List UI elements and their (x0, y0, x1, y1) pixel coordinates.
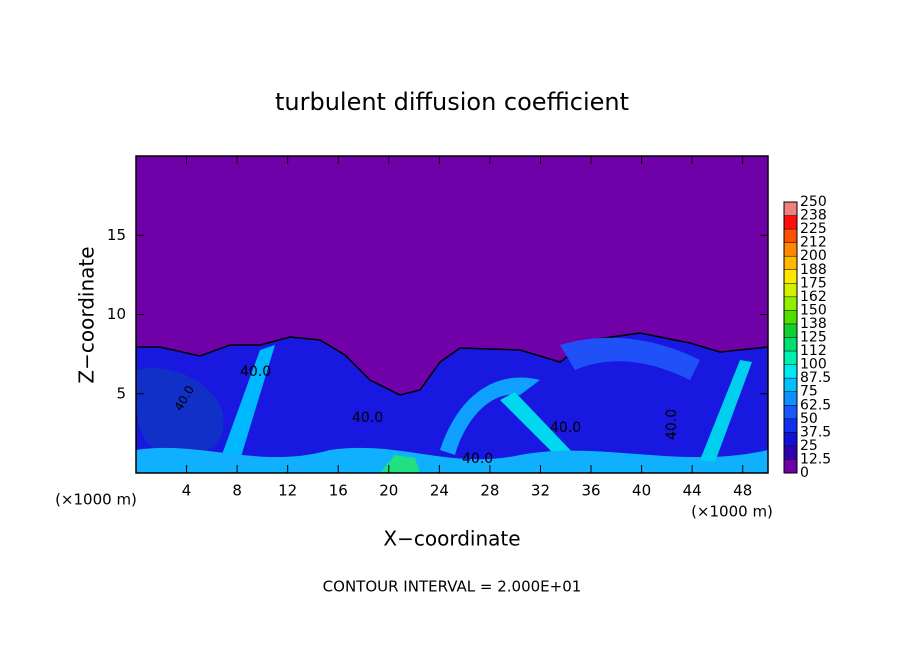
x-unit: (×1000 m) (691, 503, 773, 521)
colorbar-swatch (784, 364, 797, 379)
colorbar-swatch (784, 432, 797, 446)
x-tick-label: 40 (632, 482, 651, 500)
contour-label: 40.0 (550, 420, 581, 436)
colorbar-swatch (784, 337, 797, 352)
x-tick-label: 8 (232, 482, 242, 500)
y-tick-label: 10 (107, 305, 126, 323)
contour-label: 40.0 (462, 451, 493, 467)
field-region (136, 368, 224, 456)
x-tick-label: 44 (683, 482, 702, 500)
colorbar-swatch (784, 310, 797, 324)
contour-label: 40.0 (664, 409, 680, 440)
colorbar-label: 37.5 (800, 424, 831, 440)
colorbar-swatch (784, 378, 797, 392)
x-tick-label: 4 (182, 482, 192, 500)
colorbar-swatch (784, 269, 797, 284)
contour-label: 40.0 (352, 410, 383, 426)
x-tick-label: 24 (430, 482, 449, 500)
x-axis-label: X−coordinate (383, 527, 520, 551)
y-tick-label: 15 (107, 226, 126, 244)
x-tick-label: 20 (379, 482, 398, 500)
field-region (136, 332, 768, 473)
x-tick-label: 28 (480, 482, 499, 500)
colorbar-swatch (784, 256, 797, 270)
field-region (700, 360, 752, 462)
colorbar-label: 25 (800, 438, 818, 454)
colorbar-swatch (784, 202, 797, 216)
field-region (220, 345, 275, 460)
colorbar-label: 100 (800, 357, 827, 373)
colorbar-swatch (784, 229, 797, 243)
colorbar-label: 50 (800, 411, 818, 427)
colorbar-label: 138 (800, 316, 827, 332)
contour-label: 40.0 (240, 364, 271, 380)
colorbar-label: 75 (800, 384, 818, 400)
colorbar-label: 87.5 (800, 370, 831, 386)
colorbar-swatch (784, 296, 797, 311)
x-tick-label: 36 (581, 482, 600, 500)
field-region (560, 337, 700, 380)
colorbar-swatch (784, 459, 797, 473)
field-region (440, 377, 540, 455)
field-region (500, 392, 575, 460)
colorbar-label: 112 (800, 343, 827, 359)
chart-title: turbulent diffusion coefficient (275, 88, 629, 116)
colorbar-label: 212 (800, 235, 827, 251)
field-region (136, 447, 768, 473)
colorbar-label: 250 (800, 194, 827, 210)
colorbar-swatch (784, 391, 797, 406)
colorbar-label: 0 (800, 465, 809, 481)
x-unit: (×1000 m) (55, 491, 137, 509)
field (136, 156, 768, 473)
colorbar-swatch (784, 351, 797, 365)
colorbar-label: 200 (800, 248, 827, 264)
field-region (380, 455, 420, 473)
colorbar-swatch (784, 323, 797, 338)
colorbar-label: 162 (800, 289, 827, 305)
colorbar-swatch (784, 283, 797, 297)
colorbar-label: 238 (800, 208, 827, 224)
colorbar-label: 62.5 (800, 397, 831, 413)
colorbar-label: 188 (800, 262, 827, 278)
colorbar-swatch (784, 445, 797, 460)
x-tick-label: 32 (531, 482, 550, 500)
colorbar-label: 125 (800, 330, 827, 346)
colorbar-label: 175 (800, 275, 827, 291)
y-tick-label: 5 (116, 384, 126, 402)
footnote: CONTOUR INTERVAL = 2.000E+01 (323, 578, 582, 596)
colorbar-swatch (784, 418, 797, 433)
colorbar-label: 150 (800, 302, 827, 318)
y-axis-label: Z−coordinate (75, 246, 99, 383)
x-tick-label: 48 (733, 482, 752, 500)
colorbar-swatch (784, 242, 797, 257)
colorbar-swatch (784, 215, 797, 230)
x-tick-label: 12 (278, 482, 297, 500)
colorbar-label: 225 (800, 221, 827, 237)
x-tick-label: 16 (329, 482, 348, 500)
colorbar-label: 12.5 (800, 451, 831, 467)
colorbar-swatch (784, 405, 797, 419)
